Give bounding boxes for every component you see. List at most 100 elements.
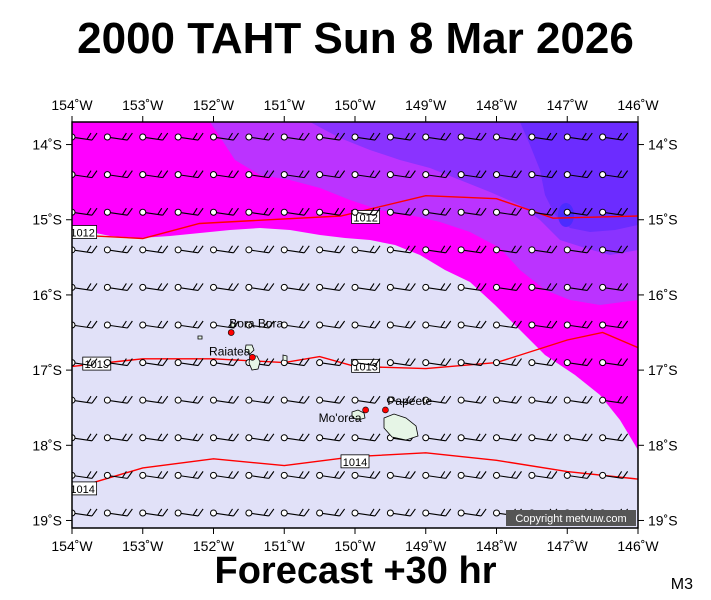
wind-barb bbox=[210, 207, 239, 216]
wind-barb bbox=[422, 207, 452, 216]
wind-barb bbox=[139, 132, 169, 141]
wind-barb bbox=[422, 320, 452, 329]
wind-barb bbox=[280, 283, 310, 291]
max-wind-region bbox=[520, 122, 638, 232]
wind-barb bbox=[316, 207, 346, 216]
wind-barb bbox=[103, 245, 133, 254]
wind-barb bbox=[103, 358, 133, 367]
wind-barb bbox=[139, 433, 169, 442]
wind-barb bbox=[563, 207, 593, 216]
island-shape bbox=[351, 409, 366, 421]
wind-barb bbox=[457, 283, 487, 291]
wind-barb bbox=[528, 170, 558, 179]
wind-barb bbox=[174, 245, 204, 254]
lon-tick-label-bottom: 150˚W bbox=[334, 538, 376, 554]
place-label: Papeete bbox=[387, 394, 432, 408]
wind-barb bbox=[280, 170, 310, 179]
wind-barb bbox=[174, 395, 204, 404]
wind-barb bbox=[528, 207, 558, 216]
wind-barb bbox=[245, 170, 275, 179]
wind-barb bbox=[103, 283, 133, 291]
wind-barb bbox=[386, 395, 416, 404]
lon-tick-label-bottom: 148˚W bbox=[476, 538, 518, 554]
wind-barb bbox=[599, 245, 629, 254]
wind-barb bbox=[457, 395, 487, 404]
wind-barb bbox=[528, 283, 558, 291]
wind-barb bbox=[563, 320, 593, 329]
wind-barb bbox=[351, 207, 381, 216]
lon-tick-label-bottom: 149˚W bbox=[405, 538, 447, 554]
lat-tick-label-left: 19˚S bbox=[32, 512, 62, 528]
wind-barb bbox=[599, 132, 629, 141]
wind-barb bbox=[457, 508, 487, 517]
wind-barb bbox=[563, 170, 593, 179]
wind-barb bbox=[139, 395, 169, 404]
wind-barb bbox=[210, 358, 239, 367]
wind-barb bbox=[599, 320, 629, 329]
wind-barb bbox=[210, 245, 239, 254]
isobar-value: 1013 bbox=[353, 361, 377, 373]
wind-barb bbox=[351, 132, 381, 141]
wind-barb bbox=[599, 433, 629, 442]
lat-tick-label-left: 16˚S bbox=[32, 287, 62, 303]
island-shape bbox=[197, 335, 203, 340]
wind-barb bbox=[174, 433, 204, 442]
wind-barb bbox=[457, 170, 487, 179]
wind-barb bbox=[139, 207, 169, 216]
wind-barb bbox=[103, 433, 133, 442]
wind-barb bbox=[280, 245, 310, 254]
wind-barb bbox=[174, 471, 204, 479]
wind-barb bbox=[351, 395, 381, 404]
wind-barb bbox=[599, 170, 629, 179]
lon-tick-label-top: 154˚W bbox=[51, 97, 93, 113]
wind-barb bbox=[563, 283, 593, 291]
wind-barb bbox=[103, 170, 133, 179]
wind-barb bbox=[528, 471, 558, 479]
wind-barb bbox=[599, 283, 629, 291]
wind-barb bbox=[139, 283, 169, 291]
wind-barb bbox=[316, 471, 346, 479]
lon-tick-label-top: 146˚W bbox=[617, 97, 659, 113]
wind-barb bbox=[493, 132, 522, 141]
wind-barb bbox=[351, 471, 381, 479]
wind-barb bbox=[422, 170, 452, 179]
wind-barb bbox=[316, 395, 346, 404]
wind-barb bbox=[493, 433, 522, 442]
wind-barb bbox=[245, 132, 275, 141]
wind-barb bbox=[457, 471, 487, 479]
wind-barb bbox=[563, 471, 593, 479]
wind-barb bbox=[493, 358, 522, 367]
wind-barb bbox=[174, 320, 204, 329]
wind-barb bbox=[422, 433, 452, 442]
wind-barb bbox=[386, 170, 416, 179]
wind-barb bbox=[174, 508, 204, 517]
lon-tick-label-top: 150˚W bbox=[334, 97, 376, 113]
lon-tick-label-top: 147˚W bbox=[547, 97, 589, 113]
wind-barb bbox=[422, 358, 452, 367]
wind-barb bbox=[563, 245, 593, 254]
wind-barb bbox=[386, 245, 416, 254]
wind-barb bbox=[528, 395, 558, 404]
isobar-label: 1012 bbox=[351, 210, 381, 224]
wind-barb bbox=[280, 471, 310, 479]
wind-barb bbox=[528, 132, 558, 141]
isobar-label: 1014 bbox=[340, 454, 370, 469]
wind-barb bbox=[280, 395, 310, 404]
wind-barb bbox=[245, 433, 275, 442]
lat-tick-label-right: 16˚S bbox=[648, 287, 678, 303]
wind-barb bbox=[422, 132, 452, 141]
wind-barb bbox=[493, 283, 522, 291]
isobar-label: 1014 bbox=[72, 481, 98, 496]
wind-barb bbox=[386, 283, 416, 291]
wind-barb bbox=[210, 395, 239, 404]
wind-barb bbox=[245, 207, 275, 216]
wind-barb bbox=[386, 132, 416, 141]
wind-barb bbox=[493, 395, 522, 404]
wind-barb bbox=[351, 358, 381, 367]
lon-tick-label-top: 149˚W bbox=[405, 97, 447, 113]
wind-barb bbox=[316, 320, 346, 329]
wind-barb bbox=[351, 245, 381, 254]
wind-barb bbox=[599, 395, 629, 404]
wind-barb bbox=[280, 207, 310, 216]
wind-barb bbox=[316, 508, 346, 517]
